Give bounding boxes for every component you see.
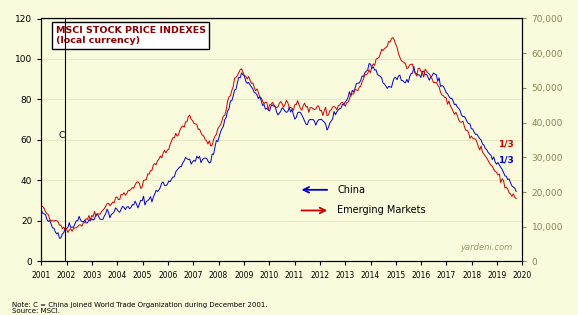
Text: 1/3: 1/3 bbox=[498, 140, 514, 149]
Text: Note: C = China joined World Trade Organization during December 2001.: Note: C = China joined World Trade Organ… bbox=[12, 302, 267, 308]
Text: C: C bbox=[58, 131, 65, 140]
Text: China: China bbox=[337, 185, 365, 195]
Text: Emerging Markets: Emerging Markets bbox=[337, 205, 426, 215]
Text: 1/3: 1/3 bbox=[498, 156, 514, 165]
Text: yardeni.com: yardeni.com bbox=[461, 243, 513, 252]
Text: MSCI STOCK PRICE INDEXES
(local currency): MSCI STOCK PRICE INDEXES (local currency… bbox=[55, 26, 206, 45]
Text: Source: MSCI.: Source: MSCI. bbox=[12, 308, 60, 314]
